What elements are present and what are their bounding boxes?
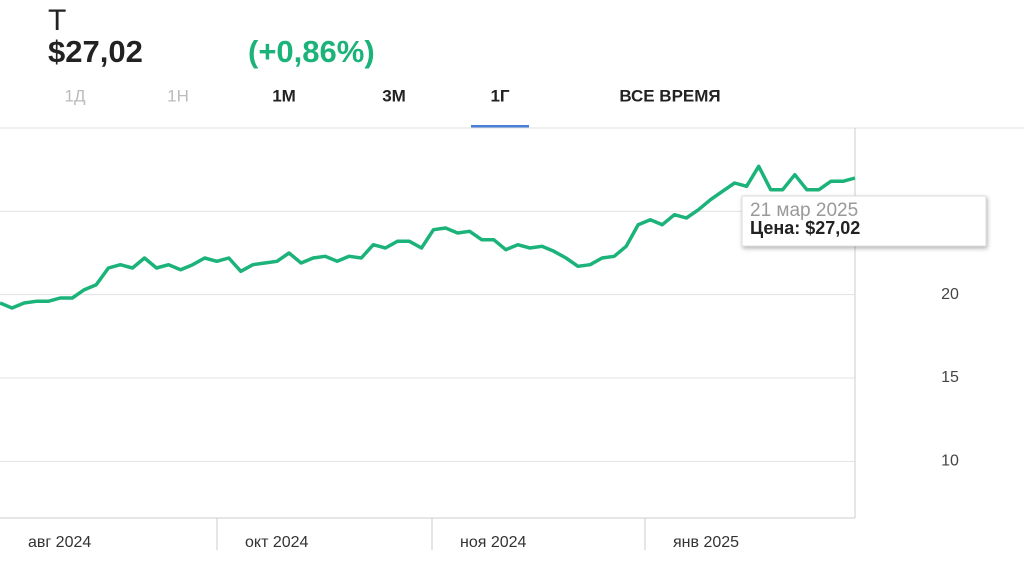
price-line xyxy=(0,164,856,310)
x-tick-label: авг 2024 xyxy=(28,534,91,551)
tab[interactable]: ВСЕ ВРЕМЯ xyxy=(619,86,720,105)
price-change: (+0,86%) xyxy=(248,34,375,69)
y-tick-label: 20 xyxy=(941,286,959,303)
tab[interactable]: 3М xyxy=(382,86,406,105)
x-tick-label: янв 2025 xyxy=(673,534,739,551)
ticker: Т xyxy=(48,4,66,37)
tab-underline xyxy=(471,125,529,128)
tooltip-date: 21 мар 2025 xyxy=(750,200,858,221)
y-tick-label: 15 xyxy=(941,369,959,386)
x-tick-label: ноя 2024 xyxy=(460,534,527,551)
tabs: 1Д 1Н 1М 3М 1Г ВСЕ ВРЕМЯ xyxy=(65,86,721,128)
price: $27,02 xyxy=(48,34,143,69)
x-tick-label: окт 2024 xyxy=(245,534,309,551)
tooltip-price: Цена: $27,02 xyxy=(750,218,860,238)
tab[interactable]: 1Г xyxy=(490,86,509,105)
tooltip-box xyxy=(741,195,987,247)
tab[interactable]: 1Н xyxy=(167,86,189,105)
tab[interactable]: 1М xyxy=(272,86,296,105)
tooltip: 21 мар 2025 Цена: $27,02 xyxy=(741,195,987,247)
y-tick-label: 10 xyxy=(941,453,959,470)
tab[interactable]: 1Д xyxy=(65,86,86,105)
